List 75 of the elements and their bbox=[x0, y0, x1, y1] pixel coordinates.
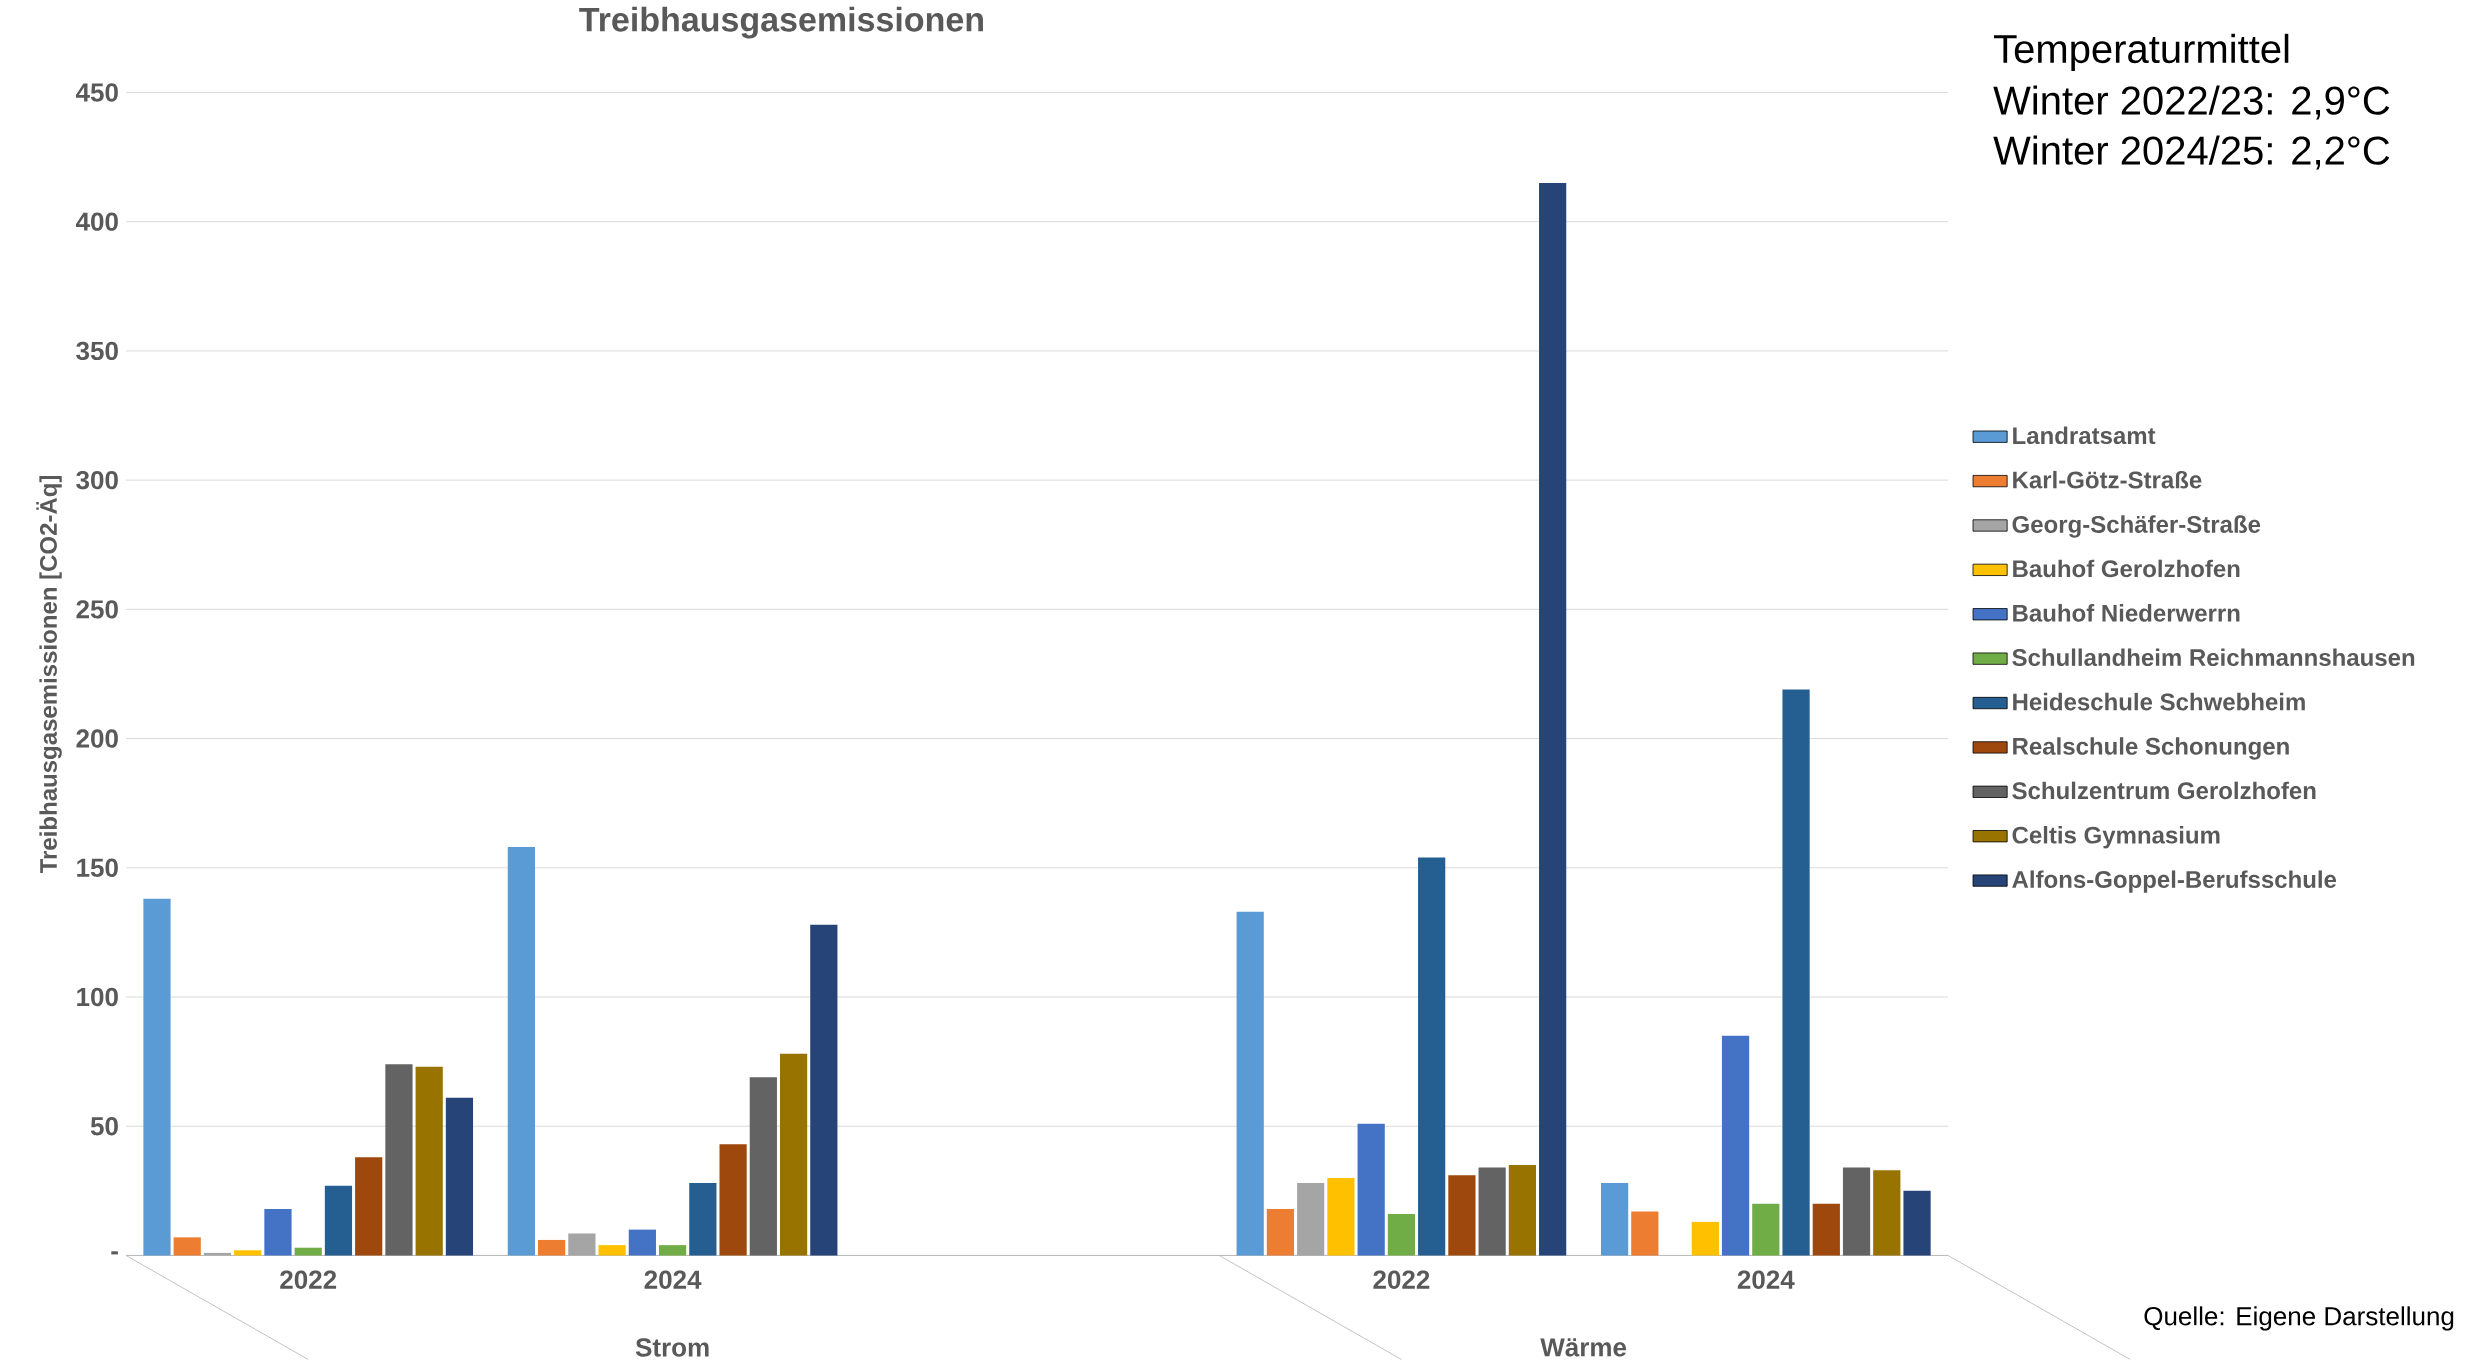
bar bbox=[1631, 1211, 1659, 1256]
y-tick-label: 300 bbox=[76, 470, 118, 490]
bar bbox=[1752, 1203, 1780, 1256]
legend-label: Bauhof Gerolzhofen bbox=[2013, 559, 2240, 578]
y-tick-label: 400 bbox=[75, 212, 118, 231]
text: Strom bbox=[635, 1338, 709, 1357]
bar bbox=[1508, 1164, 1536, 1256]
bar bbox=[628, 1229, 656, 1256]
text: Winter 2022/23: 2,9°C bbox=[1993, 85, 2390, 120]
text: Wärme bbox=[1540, 1338, 1627, 1357]
bar bbox=[173, 1237, 201, 1256]
y-tick-label: 100 bbox=[77, 987, 118, 1007]
bar bbox=[689, 1182, 717, 1256]
legend-label: Heideschule Schwebheim bbox=[2013, 692, 2305, 711]
legend-label: Landratsamt bbox=[2013, 426, 2156, 444]
bar bbox=[445, 1097, 474, 1256]
bar bbox=[1873, 1170, 1901, 1256]
bar bbox=[385, 1064, 413, 1256]
legend-label: Alfons-Goppel-Berufsschule bbox=[2012, 870, 2337, 893]
bar bbox=[143, 898, 171, 1256]
bar bbox=[659, 1244, 687, 1256]
x-tick-label: 2024 bbox=[1737, 1270, 1795, 1289]
legend-label: Schullandheim Reichmannshausen bbox=[2012, 648, 2415, 666]
y-tick-label: 250 bbox=[76, 599, 118, 619]
bar bbox=[1903, 1190, 1931, 1256]
bar bbox=[1418, 857, 1446, 1256]
y-tick-label: 450 bbox=[75, 83, 118, 102]
bar bbox=[507, 846, 535, 1256]
y-tick-label: 200 bbox=[76, 729, 118, 748]
bar bbox=[234, 1250, 262, 1256]
legend-label: Schulzentrum Gerolzhofen bbox=[2012, 781, 2316, 800]
bar bbox=[749, 1076, 777, 1256]
bar bbox=[598, 1244, 626, 1256]
bar bbox=[810, 924, 838, 1256]
bar bbox=[355, 1157, 383, 1256]
bar bbox=[719, 1144, 747, 1256]
bar bbox=[294, 1247, 322, 1256]
bar bbox=[1782, 689, 1810, 1256]
bar bbox=[1539, 182, 1567, 1256]
bar bbox=[1478, 1167, 1506, 1256]
bar bbox=[538, 1239, 566, 1256]
bar bbox=[415, 1066, 443, 1256]
bar bbox=[568, 1233, 596, 1256]
y-tick-label: 150 bbox=[77, 858, 118, 877]
legend-label: Realschule Schonungen bbox=[2013, 737, 2289, 760]
bar bbox=[1236, 911, 1264, 1256]
text: Winter 2024/25: 2,2°C bbox=[1993, 135, 2390, 170]
y-axis-title: Treibhausgasemissionen [CO2-Äq] bbox=[36, 475, 62, 873]
x-tick-label: 2022 bbox=[1373, 1270, 1430, 1289]
bar bbox=[1721, 1035, 1750, 1256]
bar bbox=[1327, 1177, 1355, 1256]
bar bbox=[1600, 1182, 1629, 1256]
bar bbox=[1266, 1208, 1295, 1256]
x-tick-label: 2022 bbox=[280, 1270, 337, 1289]
y-tick-label: - bbox=[111, 1251, 118, 1255]
bar bbox=[1812, 1203, 1840, 1256]
bar bbox=[264, 1208, 292, 1256]
legend-label: Bauhof Niederwerrn bbox=[2013, 603, 2240, 622]
bar bbox=[1297, 1182, 1325, 1256]
bar bbox=[779, 1053, 808, 1256]
source-note: Quelle: Eigene Darstellung bbox=[2144, 1306, 2454, 1331]
legend-label: Celtis Gymnasium bbox=[2012, 825, 2220, 849]
bar bbox=[1357, 1123, 1385, 1256]
bar bbox=[324, 1185, 353, 1256]
y-tick-label: 50 bbox=[90, 1116, 118, 1136]
x-tick-label: 2024 bbox=[644, 1270, 702, 1289]
bar bbox=[1387, 1213, 1416, 1256]
bar bbox=[1691, 1221, 1719, 1256]
text: Temperaturmittel bbox=[1994, 33, 2289, 71]
y-tick-label: 350 bbox=[76, 341, 118, 360]
bar bbox=[1448, 1175, 1476, 1256]
chart-title: Treibhausgasemissionen bbox=[579, 6, 983, 39]
bar bbox=[1842, 1167, 1871, 1256]
legend-label: Georg-Schäfer-Straße bbox=[2012, 515, 2261, 538]
legend-label: Karl-Götz-Straße bbox=[2013, 470, 2202, 489]
